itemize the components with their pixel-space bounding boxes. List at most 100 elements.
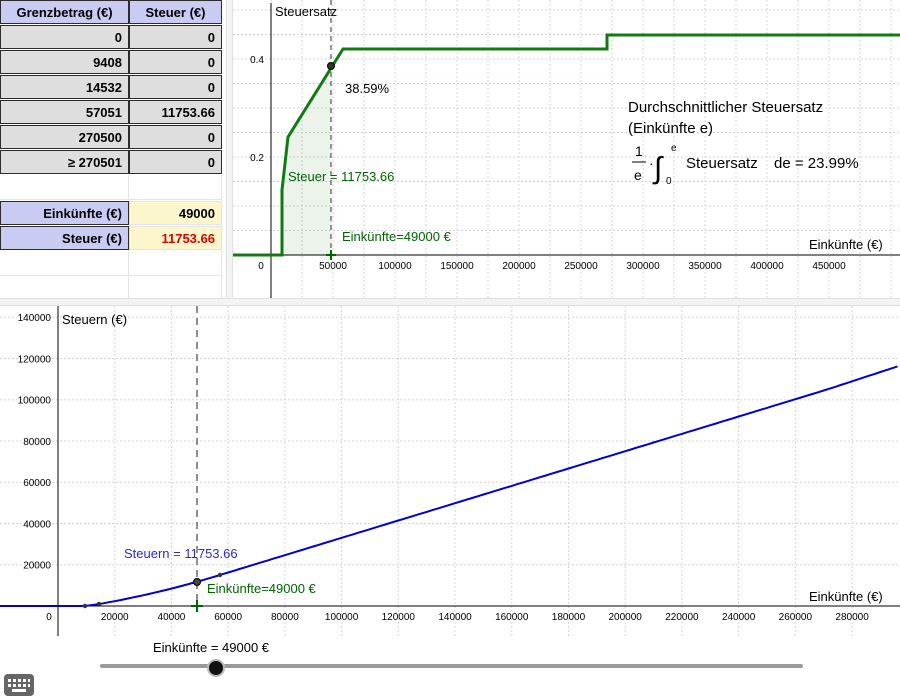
x-tick-label: 140000 [438, 612, 472, 623]
y-tick-label: 40000 [23, 519, 51, 530]
x-tick-label: 160000 [495, 612, 529, 623]
y-tick-label: 120000 [18, 354, 52, 365]
x-tick-label: 100000 [325, 612, 359, 623]
y-tick-labels: 20000 40000 60000 80000 100000 120000 140000 [18, 313, 52, 572]
steuer-cell[interactable]: 0 [129, 125, 222, 149]
panel-divider-horizontal[interactable] [0, 298, 900, 306]
grenz-point[interactable] [217, 572, 223, 578]
grenzbetrag-cell[interactable]: 57051 [0, 100, 129, 124]
avg-title-line2: (Einkünfte e) [628, 120, 713, 137]
empty-cell[interactable] [129, 175, 222, 200]
x-tick-label: 260000 [779, 612, 813, 623]
grenzbetrag-cell[interactable]: 0 [0, 25, 129, 49]
x-tick-label: 200000 [609, 612, 643, 623]
x-tick-label: 280000 [835, 612, 869, 623]
steuern-graph[interactable]: 0 20000 40000 60000 80000 100000 120000 140000 1… [0, 306, 900, 636]
area-under-curve [282, 65, 331, 255]
empty-cell[interactable] [0, 251, 129, 276]
x-tick-label: 250000 [564, 261, 598, 272]
average-rate-result: de = 23.99% [774, 155, 859, 172]
einkuenfte-input-cell[interactable]: 49000 [129, 201, 222, 225]
x-tick-label: 50000 [319, 261, 347, 272]
integrand: Steuersatz [686, 155, 758, 172]
grenz-point[interactable] [82, 603, 88, 609]
steuer-area-label: Steuer = 11753.66 [288, 169, 394, 184]
einkuenfte-label-cell[interactable]: Einkünfte (€) [0, 201, 129, 225]
y-tick-label: 100000 [18, 396, 52, 407]
steuern-curve [0, 365, 898, 607]
grid [0, 306, 900, 636]
rate-label: 38.59% [345, 81, 390, 96]
grid [233, 0, 900, 298]
steuersatz-graph[interactable]: 0 50000 100000 150000 200000 250000 300000 3500… [233, 0, 900, 298]
x-tick-label: 40000 [158, 612, 186, 623]
grenz-point[interactable] [96, 601, 102, 607]
empty-cell[interactable] [129, 276, 222, 298]
steuern-point[interactable] [193, 578, 201, 586]
grenzbetrag-cell[interactable]: 270500 [0, 125, 129, 149]
grenzbetrag-cell[interactable]: 9408 [0, 50, 129, 74]
einkuenfte-point[interactable] [191, 600, 203, 612]
x-tick-label: 240000 [722, 612, 756, 623]
x-tick-label: 350000 [688, 261, 722, 272]
x-tick-labels: 0 20000 40000 60000 80000 100000 120000 140000 1… [46, 612, 869, 623]
x-tick-labels: 0 50000 100000 150000 200000 250000 300000 3500… [258, 261, 846, 272]
y-tick-label: 140000 [18, 313, 52, 324]
fraction-denominator: e [634, 167, 642, 183]
x-axis-label: Einkünfte (€) [809, 237, 883, 252]
rate-point[interactable] [327, 62, 335, 70]
header-steuer[interactable]: Steuer (€) [129, 0, 222, 24]
keyboard-icon[interactable] [4, 674, 34, 696]
x-tick-label: 60000 [214, 612, 242, 623]
x-tick-label: 400000 [750, 261, 784, 272]
fraction-numerator: 1 [635, 143, 643, 159]
x-tick-label: 450000 [812, 261, 846, 272]
einkuenfte-point[interactable] [326, 250, 336, 260]
integral-upper: e [671, 143, 677, 154]
steuer-result-cell[interactable]: 11753.66 [129, 226, 222, 250]
y-axis-label: Steuern (€) [62, 312, 127, 327]
x-tick-label: 120000 [382, 612, 416, 623]
grenzbetrag-cell[interactable]: 14532 [0, 75, 129, 99]
einkuenfte-slider-handle[interactable] [207, 659, 225, 677]
steuer-cell[interactable]: 0 [129, 50, 222, 74]
average-rate-formula: Durchschnittlicher Steuersatz (Einkünfte… [628, 99, 859, 187]
einkuenfte-slider-track[interactable] [100, 664, 803, 668]
integral-lower: 0 [666, 176, 672, 187]
x-tick-label: 180000 [552, 612, 586, 623]
einkuenfte-label: Einkünfte=49000 € [342, 229, 452, 244]
steuer-cell[interactable]: 0 [129, 75, 222, 99]
panel-divider-vertical[interactable] [226, 0, 233, 298]
steuer-cell[interactable]: 11753.66 [129, 100, 222, 124]
x-tick-label: 0 [46, 612, 52, 623]
multiply-dot: · [649, 155, 654, 171]
steuer-label-cell[interactable]: Steuer (€) [0, 226, 129, 250]
avg-title-line1: Durchschnittlicher Steuersatz [628, 99, 823, 116]
y-tick-labels: 0.2 0.4 [250, 55, 264, 164]
x-tick-label: 0 [258, 261, 264, 272]
steuern-label: Steuern = 11753.66 [124, 546, 238, 561]
y-tick-label: 0.4 [250, 55, 264, 66]
grenzbetrag-cell[interactable]: ≥ 270501 [0, 150, 129, 174]
empty-cell[interactable] [0, 175, 129, 200]
x-tick-label: 80000 [271, 612, 299, 623]
steuer-cell[interactable]: 0 [129, 25, 222, 49]
steuer-cell[interactable]: 0 [129, 150, 222, 174]
x-tick-label: 20000 [101, 612, 129, 623]
steuersatz-curve [233, 33, 900, 257]
x-tick-label: 300000 [626, 261, 660, 272]
y-tick-label: 80000 [23, 437, 51, 448]
x-tick-label: 100000 [378, 261, 412, 272]
empty-cell[interactable] [129, 251, 222, 276]
header-grenzbetrag[interactable]: Grenzbetrag (€) [0, 0, 129, 24]
x-tick-label: 220000 [665, 612, 699, 623]
slider-label: Einkünfte = 49000 € [153, 640, 270, 655]
x-axis-label: Einkünfte (€) [809, 589, 883, 604]
y-tick-label: 60000 [23, 478, 51, 489]
y-tick-label: 0.2 [250, 153, 264, 164]
integral-sign: ∫ [652, 152, 664, 185]
y-axis-label: Steuersatz [275, 4, 337, 19]
x-tick-label: 200000 [502, 261, 536, 272]
empty-cell[interactable] [0, 276, 129, 298]
einkuenfte-label: Einkünfte=49000 € [207, 581, 317, 596]
